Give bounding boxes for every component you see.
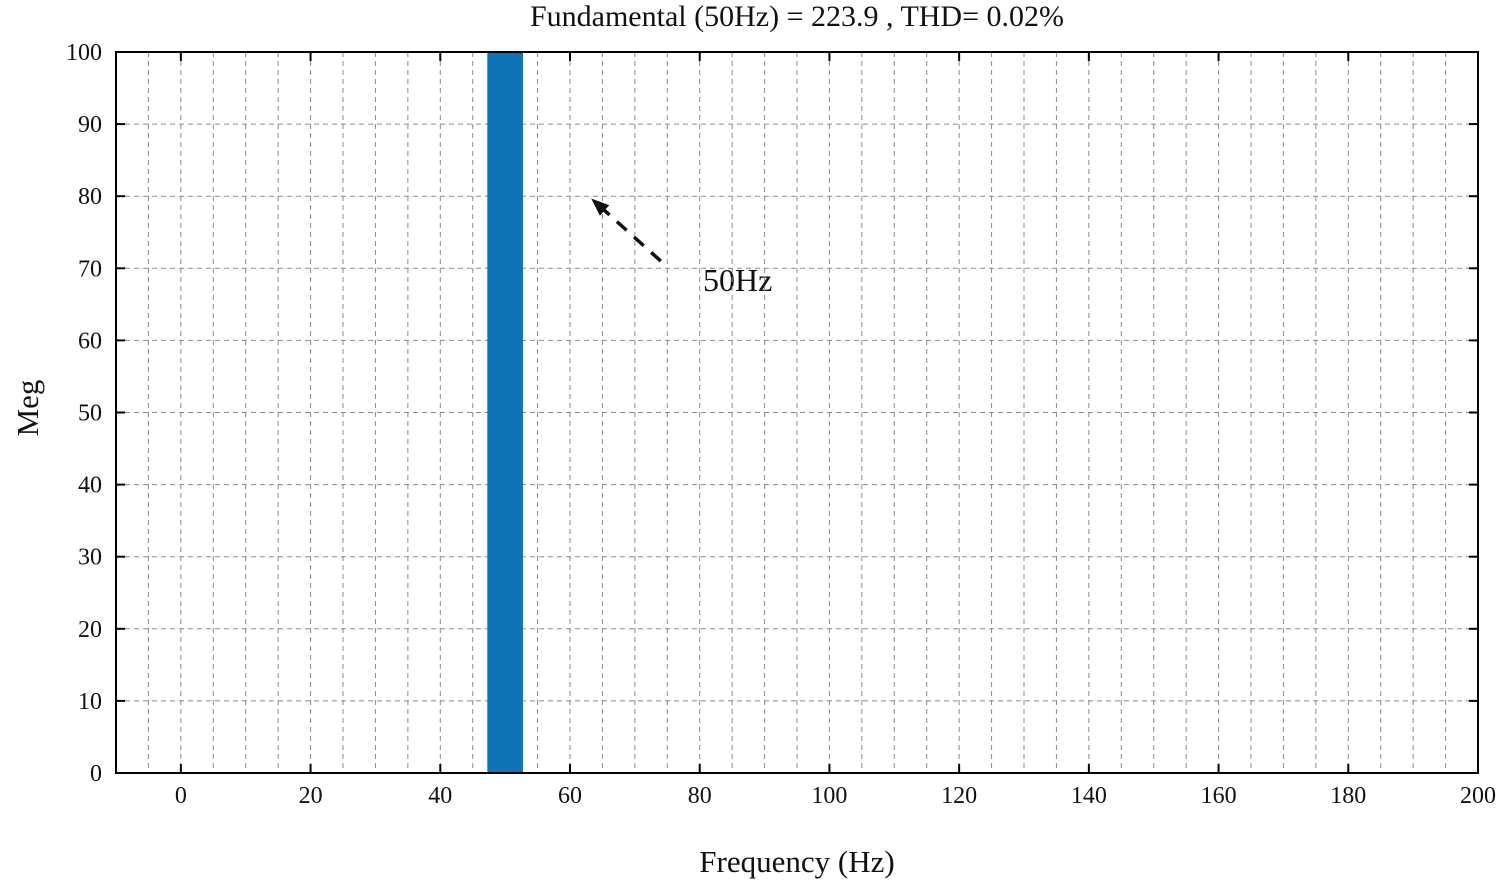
x-tick-label: 120 [941, 783, 977, 809]
x-tick-label: 80 [688, 783, 712, 809]
grid-lines [116, 52, 1478, 773]
tick-labels: 0 20 40 60 80 100 120 140 160 180 200 0 10 20 30 40 50 60… [66, 40, 1496, 809]
y-tick-label: 40 [78, 473, 102, 499]
x-tick-label: 180 [1330, 783, 1366, 809]
x-tick-label: 60 [558, 783, 582, 809]
x-tick-label: 100 [811, 783, 847, 809]
y-tick-label: 100 [66, 40, 102, 66]
annotation-arrow-icon [591, 198, 662, 263]
y-tick-label: 80 [78, 184, 102, 210]
y-tick-label: 70 [78, 256, 102, 282]
y-tick-label: 90 [78, 112, 102, 138]
x-tick-label: 20 [299, 783, 323, 809]
x-tick-label: 200 [1460, 783, 1496, 809]
y-tick-label: 20 [78, 617, 102, 643]
x-tick-label: 0 [175, 783, 187, 809]
x-tick-label: 140 [1071, 783, 1107, 809]
y-tick-label: 60 [78, 328, 102, 354]
x-axis-label: Frequency (Hz) [699, 844, 895, 879]
tick-marks [116, 51, 1479, 774]
y-tick-label: 30 [78, 545, 102, 571]
x-tick-label: 160 [1201, 783, 1237, 809]
y-tick-label: 50 [78, 401, 102, 427]
chart-title: Fundamental (50Hz) = 223.9 , THD= 0.02% [529, 0, 1065, 33]
y-tick-label: 0 [90, 761, 102, 787]
spectrum-bars [487, 52, 523, 773]
spectrum-bar [487, 52, 523, 773]
x-tick-label: 40 [428, 783, 452, 809]
y-tick-label: 10 [78, 689, 102, 715]
